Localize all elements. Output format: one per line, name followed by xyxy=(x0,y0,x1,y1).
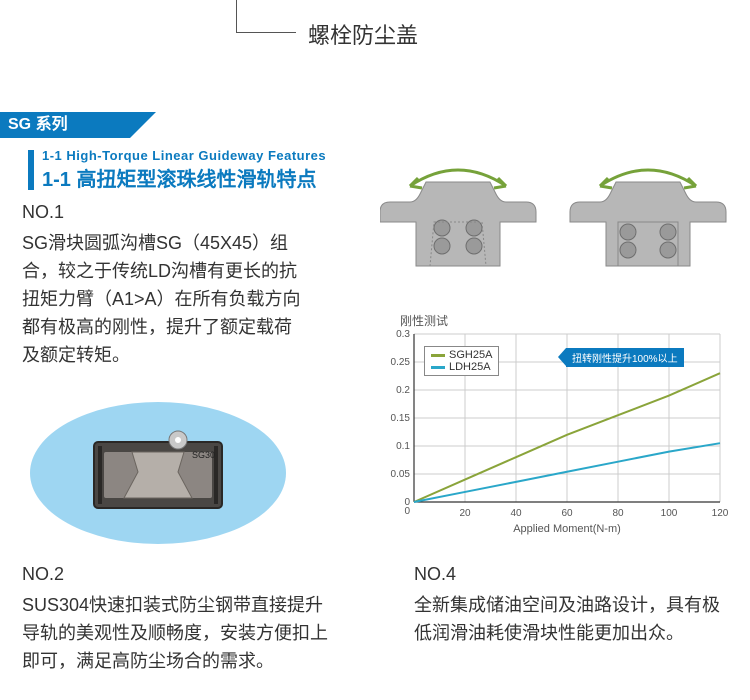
top-callout-label: 螺栓防尘盖 xyxy=(308,18,418,50)
svg-text:0.25: 0.25 xyxy=(391,357,411,368)
callout-line-v xyxy=(236,0,237,32)
svg-text:0.15: 0.15 xyxy=(391,413,411,424)
svg-text:100: 100 xyxy=(661,508,678,519)
block-label: SG30 xyxy=(192,450,215,460)
chart-title: 刚性测试 xyxy=(400,312,448,329)
heading-accent-bar xyxy=(28,150,34,190)
subtitle-cn: 1-1 高扭矩型滚珠线性滑轨特点 xyxy=(42,163,326,192)
no2-label: NO.2 xyxy=(22,564,64,585)
svg-text:0.2: 0.2 xyxy=(396,385,410,396)
no1-body: SG滑块圆弧沟槽SG（45X45）组合，较之于传统LD沟槽有更长的抗扭矩力臂（A… xyxy=(22,230,302,369)
legend-item: SGH25A xyxy=(431,349,492,361)
svg-text:80: 80 xyxy=(612,508,624,519)
legend-label: SGH25A xyxy=(449,349,492,361)
callout-line-h xyxy=(236,32,296,33)
svg-text:0.3: 0.3 xyxy=(396,329,410,340)
legend-item: LDH25A xyxy=(431,361,492,373)
legend-label: LDH25A xyxy=(449,361,491,373)
svg-text:0.1: 0.1 xyxy=(396,441,410,452)
chart-legend: SGH25A LDH25A xyxy=(424,346,499,376)
svg-text:20: 20 xyxy=(459,508,471,519)
svg-text:40: 40 xyxy=(510,508,522,519)
photo-ellipse: SG30 xyxy=(30,402,286,544)
svg-text:120: 120 xyxy=(712,508,729,519)
sg-block-illustration: SG30 xyxy=(92,430,224,516)
section-heading: 1-1 High-Torque Linear Guideway Features… xyxy=(30,148,326,192)
legend-swatch xyxy=(431,354,445,357)
series-banner: SG 系列 xyxy=(0,112,130,138)
svg-text:0: 0 xyxy=(404,506,410,517)
no4-body: 全新集成储油空间及油路设计，具有极低润滑油耗使滑块性能更加出众。 xyxy=(414,592,734,648)
no4-label: NO.4 xyxy=(414,564,456,585)
svg-text:Applied Moment(N-m): Applied Moment(N-m) xyxy=(513,523,621,535)
chart-badge: 扭转刚性提升100%以上 xyxy=(566,348,684,367)
svg-text:0.05: 0.05 xyxy=(391,469,411,480)
legend-swatch xyxy=(431,366,445,369)
no2-body: SUS304快速扣装式防尘钢带直接提升导轨的美观性及顺畅度，安装方便扣上即可，满… xyxy=(22,592,332,676)
rail-cross-sections xyxy=(380,162,730,307)
svg-text:60: 60 xyxy=(561,508,573,519)
no1-label: NO.1 xyxy=(22,202,64,223)
subtitle-en: 1-1 High-Torque Linear Guideway Features xyxy=(42,148,326,163)
